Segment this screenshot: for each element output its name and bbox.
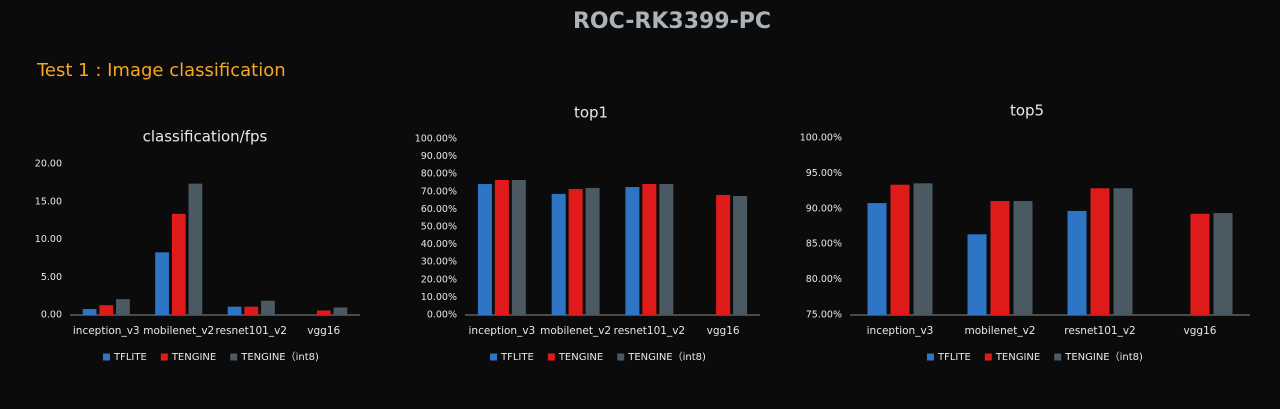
- legend-label: TENGINE（int8): [1064, 351, 1143, 363]
- bar: [494, 180, 509, 315]
- bar: [261, 300, 275, 315]
- bar: [227, 306, 242, 315]
- bar: [913, 183, 933, 315]
- bar: [1113, 188, 1133, 315]
- y-tick-label: 90.00%: [421, 151, 457, 162]
- x-tick-label: inception_v3: [469, 325, 536, 337]
- legend-swatch: [927, 353, 934, 361]
- y-tick-label: 15.00: [35, 196, 62, 207]
- y-tick-label: 10.00: [35, 234, 62, 245]
- bar: [625, 187, 640, 315]
- y-tick-label: 95.00%: [806, 168, 842, 179]
- x-tick-label: mobilenet_v2: [540, 325, 611, 337]
- x-tick-label: resnet101_v2: [1064, 325, 1135, 337]
- legend-label: TENGINE（int8): [627, 351, 706, 363]
- bar: [511, 180, 526, 315]
- legend-swatch: [490, 353, 497, 361]
- y-tick-label: 75.00%: [806, 310, 842, 321]
- legend-swatch: [547, 353, 555, 361]
- y-tick-label: 60.00%: [421, 204, 457, 215]
- legend-label: TFLITE: [500, 352, 534, 363]
- bar: [333, 307, 348, 315]
- chart-title: classification/fps: [143, 128, 268, 146]
- y-tick-label: 20.00: [35, 159, 62, 170]
- bar: [99, 305, 114, 315]
- x-tick-label: mobilenet_v2: [143, 325, 214, 337]
- legend-label: TENGINE（int8): [240, 351, 319, 363]
- legend-swatch: [230, 353, 238, 361]
- bar: [642, 184, 657, 315]
- legend-label: TENGINE: [558, 352, 603, 363]
- x-tick-label: inception_v3: [867, 325, 934, 337]
- y-tick-label: 100.00%: [415, 134, 457, 145]
- legend-label: TFLITE: [113, 352, 147, 363]
- bar: [890, 184, 910, 315]
- bar: [155, 252, 169, 315]
- bar: [244, 306, 259, 315]
- bar: [1090, 188, 1110, 315]
- bar: [1067, 210, 1087, 315]
- bar: [171, 213, 186, 315]
- bar: [990, 201, 1010, 315]
- y-tick-label: 0.00%: [427, 310, 457, 321]
- y-tick-label: 20.00%: [421, 274, 457, 285]
- legend-label: TFLITE: [937, 352, 971, 363]
- bar: [967, 234, 987, 315]
- bar: [716, 194, 731, 315]
- y-tick-label: 80.00%: [421, 169, 457, 180]
- x-tick-label: mobilenet_v2: [965, 325, 1036, 337]
- legend-label: TENGINE: [995, 352, 1040, 363]
- legend-label: TENGINE: [171, 352, 216, 363]
- section-heading: Test 1 : Image classification: [36, 60, 286, 81]
- y-tick-label: 90.00%: [806, 203, 842, 214]
- legend-swatch: [1054, 353, 1062, 361]
- x-tick-label: resnet101_v2: [216, 325, 287, 337]
- chart-title: top1: [574, 104, 608, 122]
- y-tick-label: 100.00%: [800, 133, 842, 144]
- bar: [116, 299, 130, 315]
- x-tick-label: vgg16: [1184, 325, 1217, 337]
- y-tick-label: 50.00%: [421, 222, 457, 233]
- bar: [477, 184, 492, 315]
- y-tick-label: 70.00%: [421, 186, 457, 197]
- y-tick-label: 0.00: [41, 310, 62, 321]
- bar: [188, 183, 203, 315]
- y-tick-label: 30.00%: [421, 257, 457, 268]
- bar: [568, 188, 583, 315]
- y-tick-label: 10.00%: [421, 292, 457, 303]
- bar: [659, 184, 674, 315]
- x-tick-label: resnet101_v2: [614, 325, 685, 337]
- bar: [316, 310, 331, 315]
- bar: [82, 308, 97, 315]
- page-title: ROC-RK3399-PC: [573, 9, 771, 34]
- bar: [1190, 213, 1210, 315]
- x-tick-label: vgg16: [707, 325, 740, 337]
- legend-swatch: [617, 353, 625, 361]
- legend-swatch: [984, 353, 992, 361]
- bar: [1213, 213, 1233, 315]
- legend-swatch: [160, 353, 168, 361]
- bar: [1013, 201, 1033, 315]
- bar: [733, 196, 748, 315]
- legend-swatch: [103, 353, 110, 361]
- x-tick-label: vgg16: [307, 325, 340, 337]
- chart-title: top5: [1010, 102, 1044, 120]
- bar: [585, 187, 600, 315]
- y-tick-label: 40.00%: [421, 239, 457, 250]
- y-tick-label: 80.00%: [806, 274, 842, 285]
- y-tick-label: 5.00: [41, 272, 62, 283]
- bar: [867, 203, 887, 315]
- y-tick-label: 85.00%: [806, 239, 842, 250]
- bar: [551, 193, 566, 315]
- x-tick-label: inception_v3: [73, 325, 140, 337]
